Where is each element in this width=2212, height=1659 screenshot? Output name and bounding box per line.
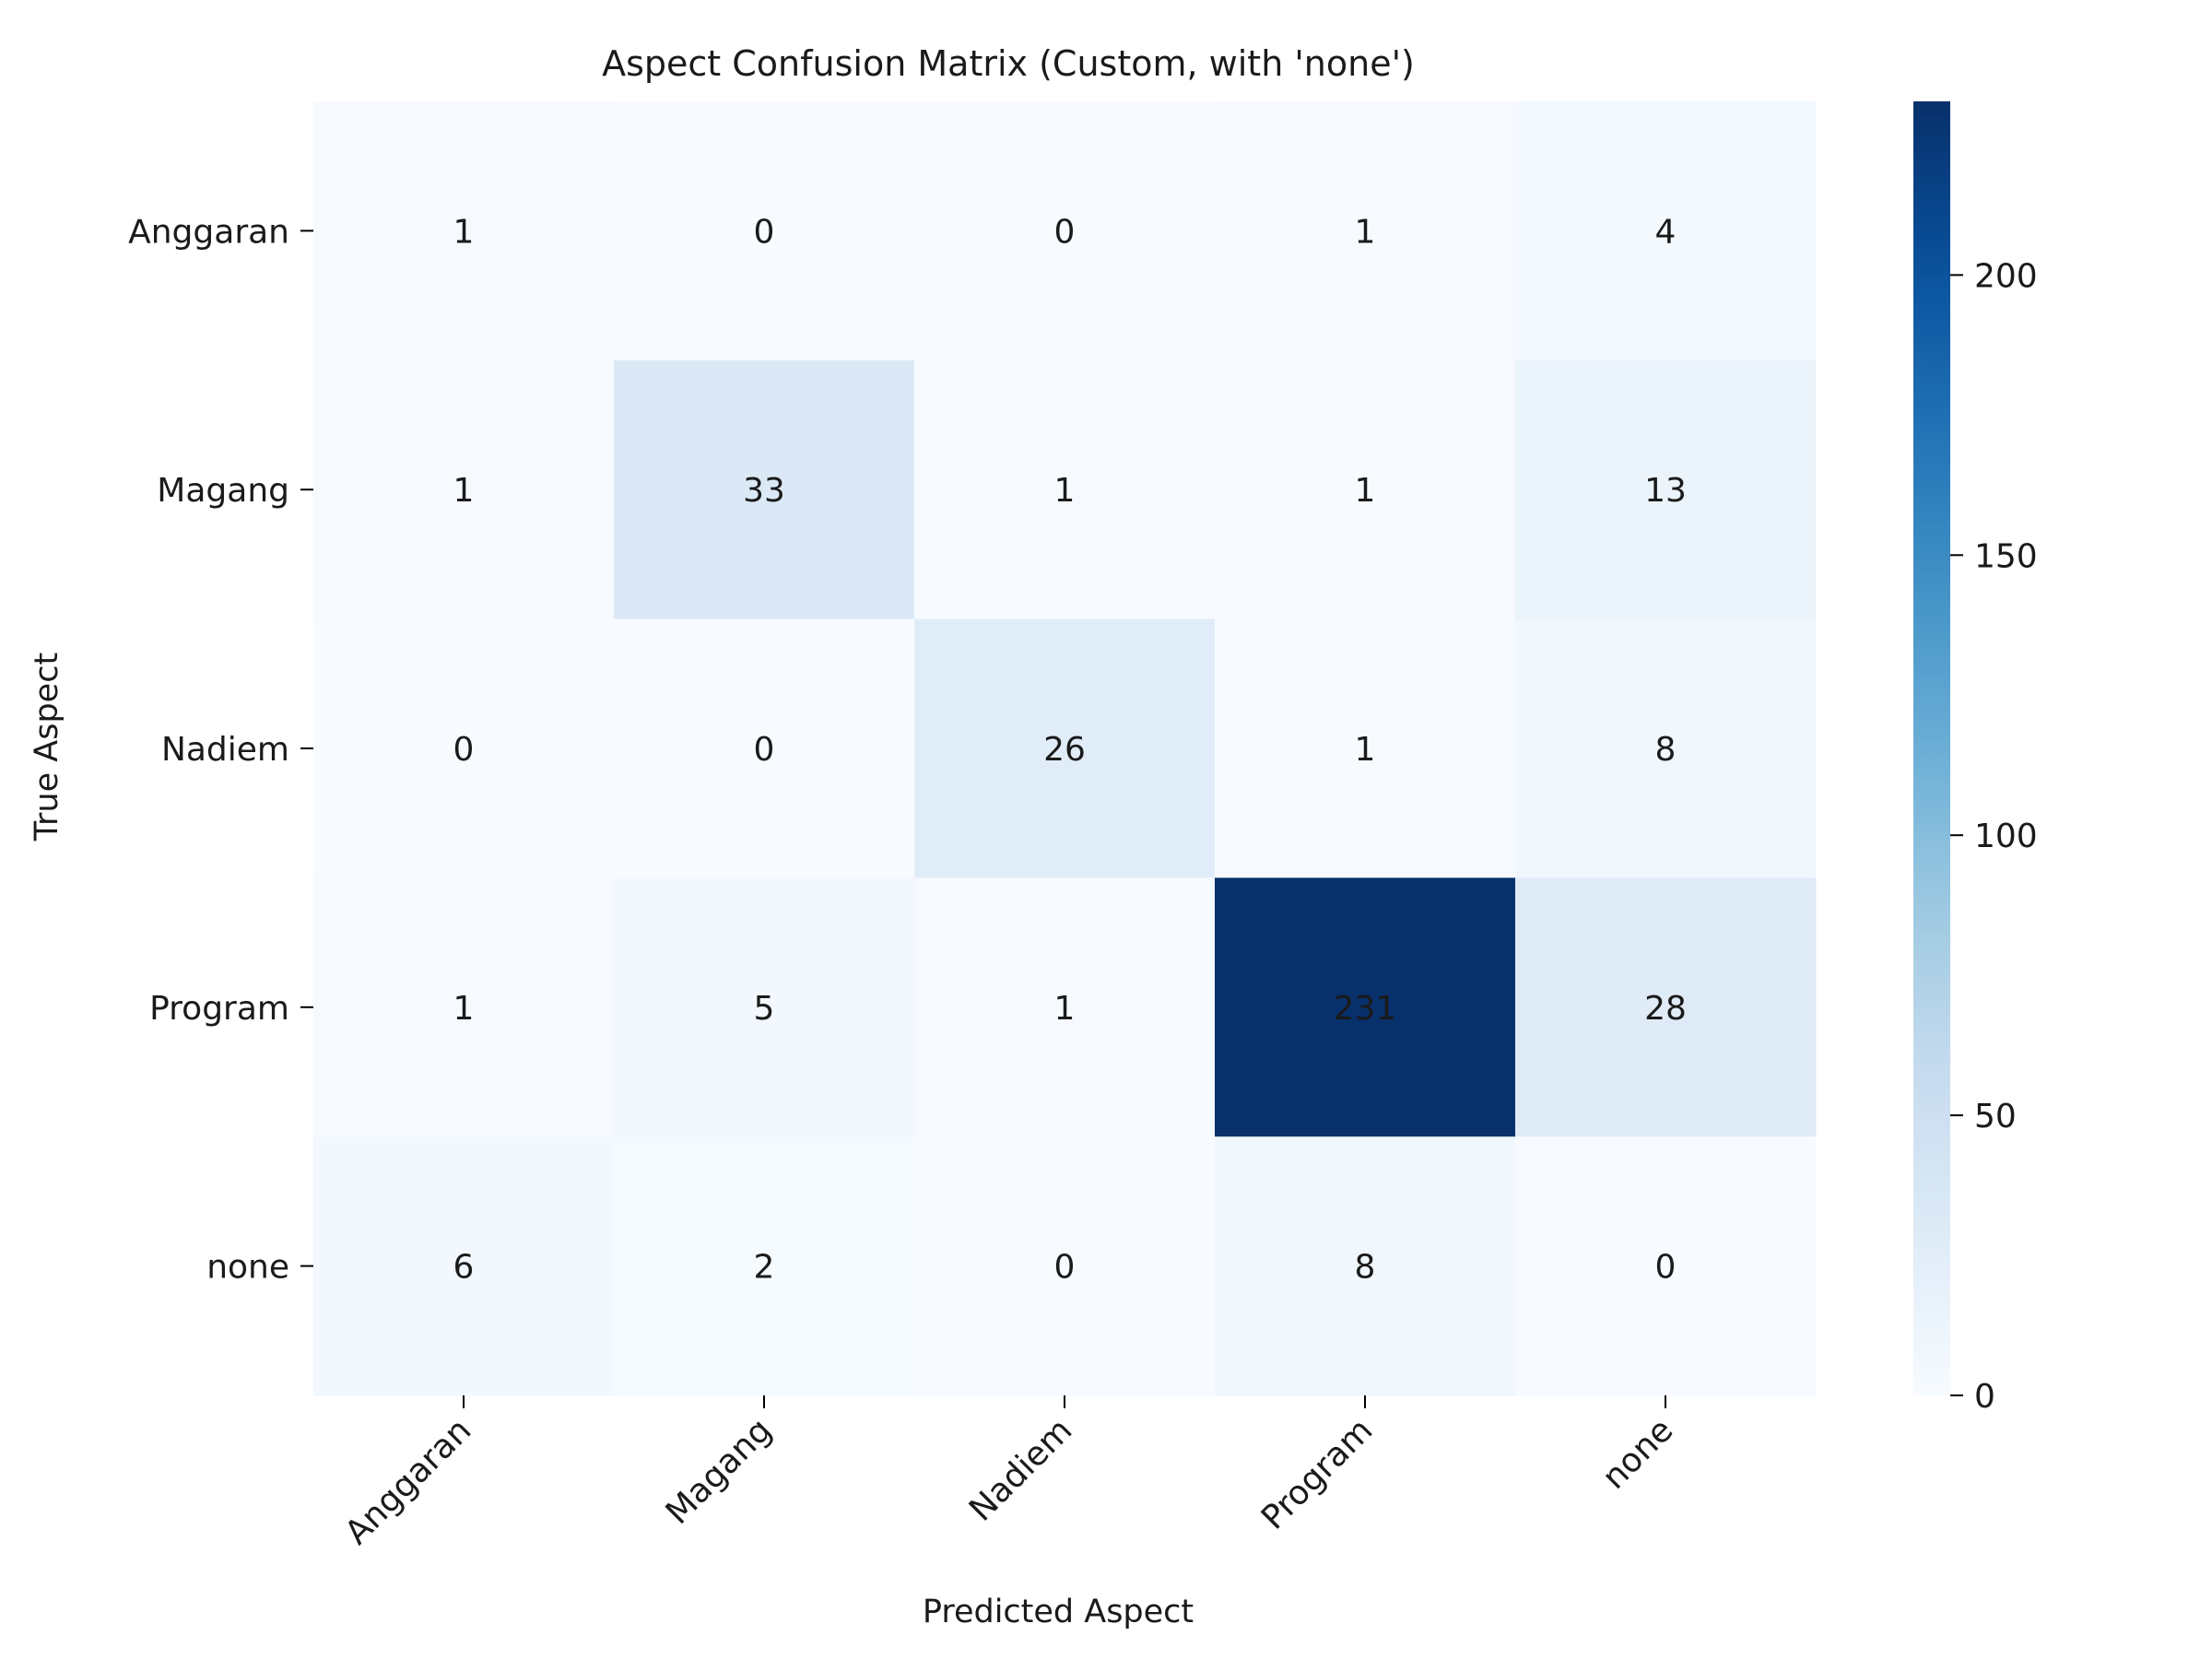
heatmap-cell [313,1136,615,1396]
heatmap-cell [614,359,915,620]
heatmap-cell [1515,877,1817,1137]
colorbar-tick-label: 0 [1974,1378,1995,1416]
cell-value-label: 1 [1355,213,1376,251]
heatmap-cell [1215,618,1516,878]
heatmap-cell [614,101,915,361]
colorbar-tick-label: 50 [1974,1098,2017,1135]
y-tick-label: none [206,1249,289,1287]
heatmap-cell [614,877,915,1137]
cell-value-label: 0 [1655,1249,1677,1287]
y-tick-label: Magang [157,472,289,510]
heatmap-cell [1215,101,1516,361]
heatmap-cells [313,101,1817,1396]
cell-value-label: 0 [754,731,775,769]
cell-value-label: 8 [1355,1249,1376,1287]
heatmap-cell [1215,1136,1516,1396]
cell-value-label: 8 [1655,731,1677,769]
heatmap-cell [1515,618,1817,878]
heatmap-cell [614,1136,915,1396]
cell-value-label: 1 [453,990,475,1028]
cell-value-label: 231 [1334,990,1397,1028]
heatmap-cell [313,359,615,620]
cell-value-label: 0 [754,213,775,251]
colorbar-ticks: 0 50 100 150 200 [1950,257,2038,1416]
x-tick-label: Magang [659,1411,780,1532]
heatmap-cell [914,618,1216,878]
colorbar [1913,101,1950,1395]
cell-value-label: 6 [453,1249,475,1287]
heatmap-cell [313,101,615,361]
cell-value-label: 2 [754,1249,775,1287]
heatmap-cell [1515,101,1817,361]
chart-title: Aspect Confusion Matrix (Custom, with 'n… [602,43,1415,84]
heatmap-cell [1215,359,1516,620]
x-tick-label: Anggaran [338,1411,479,1552]
heatmap-cell [614,618,915,878]
cell-value-label: 0 [1054,213,1076,251]
y-tick-label: Nadiem [161,731,289,769]
x-axis: Anggaran Magang Nadiem Program none [338,1395,1680,1552]
x-tick-label: Program [1254,1411,1380,1536]
cell-value-label: 0 [453,731,475,769]
colorbar-tick-label: 200 [1974,257,2038,295]
colorbar-tick-label: 100 [1974,818,2038,855]
heatmap-cell [914,1136,1216,1396]
cell-value-label: 1 [1054,472,1076,510]
cell-value-label: 33 [743,472,785,510]
cell-value-label: 28 [1644,990,1687,1028]
cell-value-label: 4 [1655,213,1677,251]
cell-value-label: 0 [1054,1249,1076,1287]
heatmap-cell [313,877,615,1137]
cell-value-label: 1 [1355,731,1376,769]
x-axis-label: Predicted Aspect [923,1594,1194,1630]
cell-value-label: 26 [1043,731,1086,769]
heatmap-cell [1515,359,1817,620]
cell-value-label: 1 [1054,990,1076,1028]
cell-value-label: 1 [453,472,475,510]
heatmap-cell [914,101,1216,361]
colorbar-tick-label: 150 [1974,537,2038,575]
cell-value-label: 1 [1355,472,1376,510]
heatmap-cell [1215,877,1516,1137]
heatmap-cell [914,359,1216,620]
y-axis: Anggaran Magang Nadiem Program none [128,213,313,1287]
y-tick-label: Program [149,990,289,1028]
x-tick-label: none [1595,1411,1680,1496]
cell-value-labels: 1 0 0 1 41 33 1 1 130 0 26 1 81 5 1 231 286 2 0 8 0 [453,213,1687,1286]
heatmap-cell [914,877,1216,1137]
cell-value-label: 13 [1644,472,1687,510]
cell-value-label: 1 [453,213,475,251]
heatmap-cell [1515,1136,1817,1396]
heatmap-cell [313,618,615,878]
y-axis-label: True Aspect [29,653,65,841]
cell-value-label: 5 [754,990,775,1028]
y-tick-label: Anggaran [128,213,289,251]
x-tick-label: Nadiem [962,1411,1079,1528]
